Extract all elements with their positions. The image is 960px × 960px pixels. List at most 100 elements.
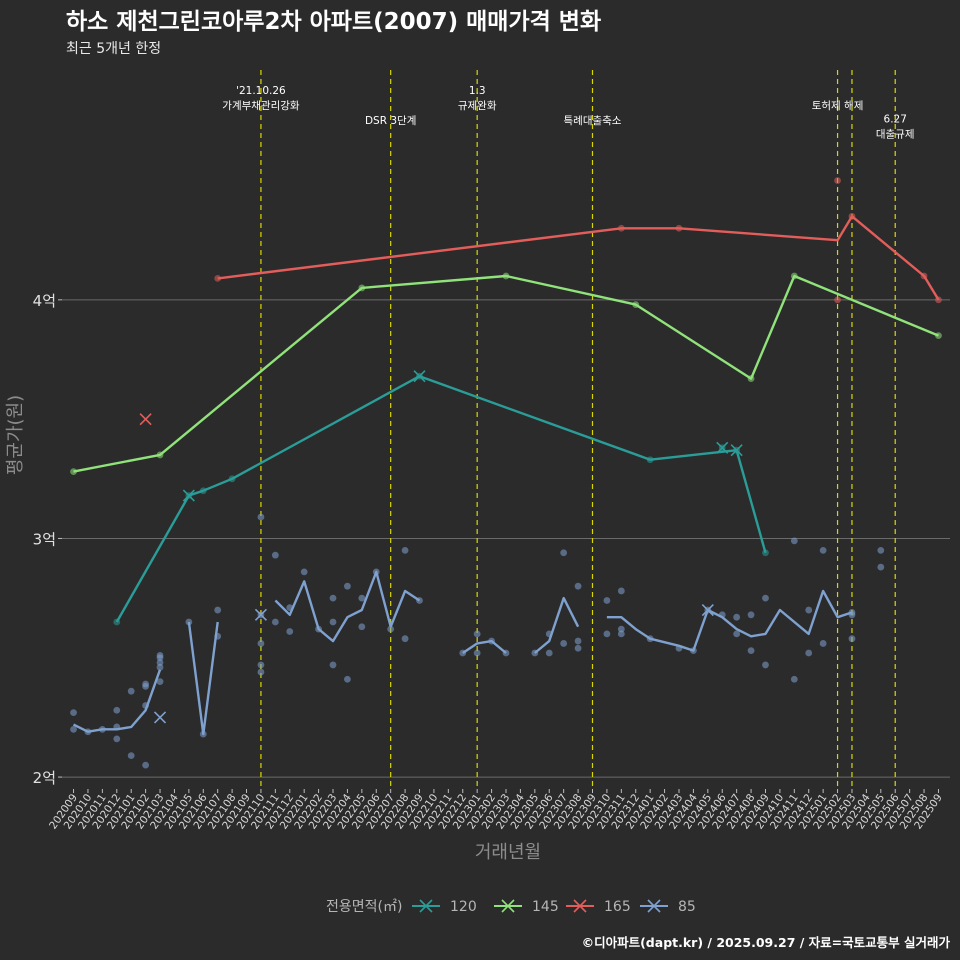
- cross-marker: [254, 608, 268, 621]
- series-120: [113, 370, 769, 626]
- x-axis-ticks: 2020092020102020112020122021012021022021…: [47, 789, 945, 832]
- series-line: [606, 589, 853, 652]
- data-point: [300, 568, 308, 576]
- data-point: [819, 546, 827, 554]
- legend-item-85: 85: [640, 899, 696, 915]
- chart-title: 하소 제천그린코아루2차 아파트(2007) 매매가격 변화: [66, 9, 601, 35]
- series-line: [462, 639, 507, 654]
- series-line: [274, 570, 421, 643]
- data-point: [560, 549, 568, 557]
- event-label: 토허제 해제: [812, 99, 864, 112]
- legend: 전용면적(㎡) 120 145 165 85: [326, 899, 696, 915]
- chart-subtitle: 최근 5개년 한정: [66, 41, 161, 57]
- event-label: 대출규제: [876, 129, 915, 141]
- data-point: [617, 630, 625, 638]
- data-point: [358, 594, 366, 602]
- data-point: [877, 546, 885, 554]
- data-point: [733, 613, 741, 621]
- series-line: [73, 274, 939, 473]
- series-line: [72, 669, 162, 733]
- data-point: [214, 606, 222, 614]
- data-point: [603, 630, 611, 638]
- series-line: [217, 215, 940, 301]
- data-point: [790, 675, 798, 683]
- legend-cross: [573, 899, 587, 913]
- event-label: DSR 3단계: [365, 115, 416, 127]
- data-point: [762, 661, 769, 669]
- data-point: [271, 618, 279, 626]
- data-point: [819, 640, 827, 647]
- cross-marker: [716, 441, 729, 454]
- series-85: [70, 513, 885, 769]
- data-point: [156, 659, 164, 666]
- data-point: [329, 594, 337, 602]
- series-layer: [70, 177, 942, 769]
- data-point: [127, 687, 135, 695]
- data-point: [877, 563, 885, 571]
- legend-item-120: 120: [412, 899, 477, 915]
- cross-marker: [153, 711, 167, 724]
- data-point: [733, 630, 741, 638]
- data-point: [603, 597, 611, 604]
- event-label: 특례대출축소: [564, 115, 622, 127]
- legend-label: 120: [450, 899, 477, 915]
- data-point: [156, 678, 164, 686]
- cross-marker: [701, 603, 714, 617]
- data-point: [156, 651, 164, 659]
- chart-caption: ©디아파트(dapt.kr) / 2025.09.27 / 자료=국토교통부 실…: [582, 935, 951, 950]
- legend-label: 85: [678, 899, 696, 915]
- cross-marker: [139, 413, 152, 426]
- data-point: [257, 661, 265, 669]
- data-point: [848, 635, 856, 643]
- data-point: [805, 606, 813, 614]
- data-point: [545, 649, 553, 657]
- event-label: 가계부채관리강화: [222, 100, 300, 112]
- cross-marker: [413, 370, 426, 383]
- series-line: [534, 596, 580, 654]
- data-point: [358, 623, 366, 631]
- data-point: [401, 546, 409, 554]
- event-label: 규제완화: [458, 99, 497, 112]
- legend-cross: [647, 899, 661, 913]
- y-tick-label: 4억: [33, 292, 56, 310]
- data-point: [747, 647, 755, 655]
- data-point: [617, 587, 625, 595]
- data-point: [834, 296, 841, 304]
- event-label: '21.10.26: [236, 85, 286, 97]
- legend-label: 165: [604, 899, 631, 915]
- data-point: [473, 649, 481, 657]
- data-point: [142, 761, 150, 769]
- y-axis-label: 평균가(원): [5, 395, 26, 475]
- data-point: [617, 625, 625, 633]
- y-tick-label: 2억: [33, 769, 56, 787]
- data-point: [214, 274, 222, 282]
- data-point: [344, 582, 351, 590]
- data-point: [329, 661, 337, 669]
- data-point: [790, 537, 798, 545]
- data-point: [574, 644, 582, 652]
- data-point: [257, 513, 265, 521]
- legend-cross: [419, 899, 433, 913]
- data-point: [574, 582, 582, 590]
- data-point: [127, 752, 135, 759]
- data-point: [401, 635, 409, 643]
- data-point: [257, 668, 265, 676]
- series-line: [115, 375, 767, 623]
- data-point: [560, 640, 568, 647]
- data-point: [113, 706, 121, 714]
- data-point: [329, 618, 337, 626]
- data-point: [113, 735, 121, 743]
- cross-marker: [730, 444, 743, 457]
- data-point: [747, 611, 755, 619]
- series-145: [70, 272, 942, 476]
- x-axis-label: 거래년월: [475, 842, 541, 863]
- data-point: [142, 680, 150, 688]
- data-point: [574, 637, 582, 645]
- data-point: [762, 594, 769, 602]
- data-point: [257, 640, 265, 647]
- data-point: [344, 675, 351, 683]
- legend-cross: [501, 899, 515, 913]
- series-line: [187, 621, 219, 736]
